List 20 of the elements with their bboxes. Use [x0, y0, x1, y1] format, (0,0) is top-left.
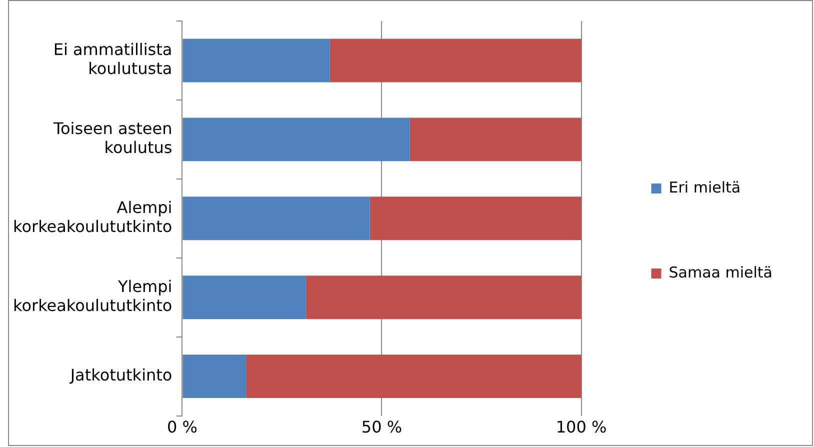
y-tick-label: Ei ammatillista koulutusta [53, 40, 172, 78]
bar [410, 118, 582, 162]
x-tick-label: 0 % [166, 418, 198, 437]
bar [182, 38, 330, 82]
bar [182, 118, 410, 162]
legend-label: Eri mieltä [668, 178, 741, 196]
y-tick-label: Jatkotutkinto [69, 365, 172, 384]
legend-label: Samaa mieltä [668, 263, 772, 282]
y-tick-label: Alempi korkeakoulututkinto [13, 198, 172, 236]
bar [182, 276, 306, 320]
bar [246, 354, 582, 398]
y-tick-label: Ylempi korkeakoulututkinto [13, 276, 172, 316]
x-tick-label: 100 % [556, 418, 607, 437]
bar [306, 276, 582, 320]
x-tick-label: 50 % [361, 418, 402, 437]
bar [330, 38, 582, 82]
bar [182, 196, 370, 240]
bar [370, 196, 582, 240]
bar [182, 354, 246, 398]
y-tick-label: Toiseen asteen koulutus [52, 118, 172, 158]
